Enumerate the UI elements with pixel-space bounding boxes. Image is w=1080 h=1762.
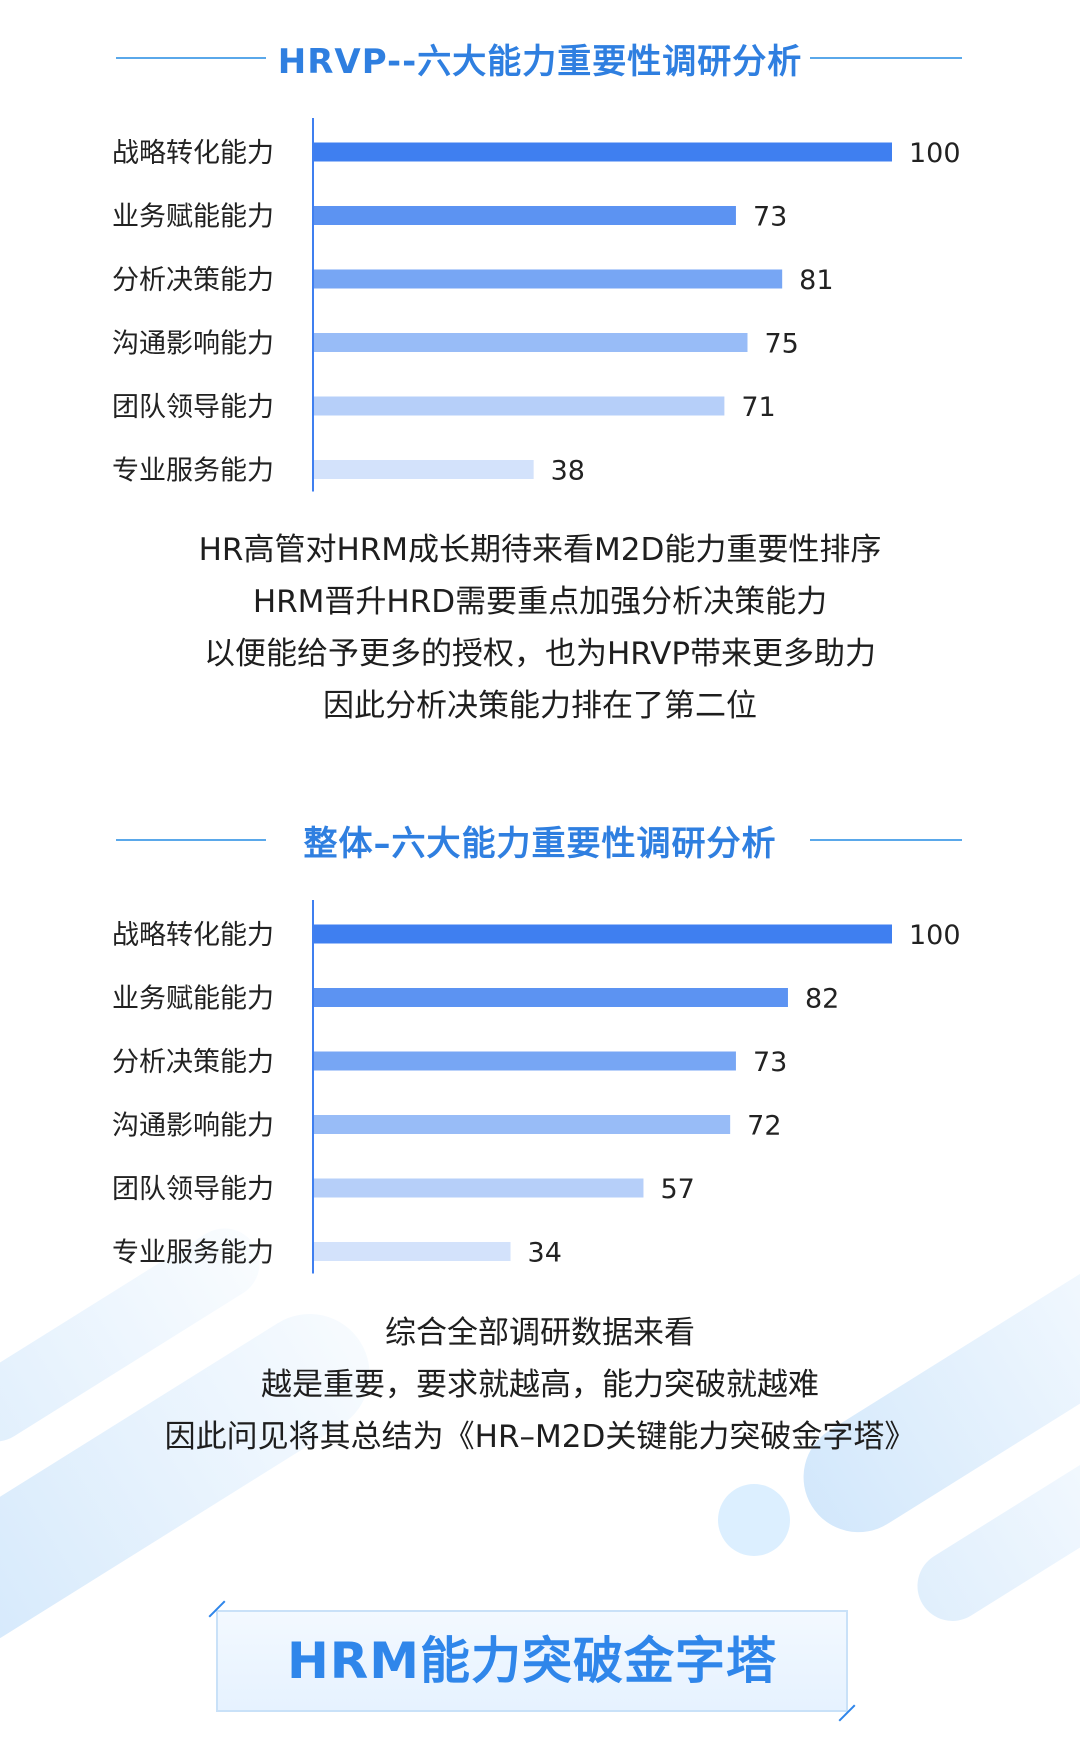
- section-overall: 整体–六大能力重要性调研分析 战略转化能力 100 业务赋能能力 82 分析决策能力 73…: [0, 810, 1080, 1510]
- section-caption: 综合全部调研数据来看 越是重要，要求就越高，能力突破就越难 因此问见将其总结为《…: [0, 1307, 1080, 1463]
- bar: [314, 1178, 644, 1198]
- caption-line: 以便能给予更多的授权，也为HRVP带来更多助力: [203, 636, 877, 672]
- category-label: 沟通影响能力: [112, 329, 274, 360]
- section-caption: HR高管对HRM成长期待来看M2D能力重要性排序 HRM晋升HRD需要重点加强分…: [0, 524, 1080, 732]
- data-label: 57: [660, 1174, 694, 1205]
- caption-line: 越是重要，要求就越高，能力突破就越难: [261, 1367, 819, 1403]
- category-label: 业务赋能能力: [112, 202, 274, 233]
- bar-chart-hrvp: 战略转化能力 100 业务赋能能力 73 分析决策能力 81 沟通影响能力 75 团队领导能力 7…: [112, 118, 961, 492]
- data-label: 38: [551, 456, 585, 487]
- category-label: 团队领导能力: [112, 1174, 274, 1205]
- category-label: 分析决策能力: [112, 265, 274, 296]
- header-divider-right: [810, 839, 962, 841]
- data-label: 34: [528, 1238, 562, 1269]
- pyramid-banner: HRM能力突破金字塔: [208, 1600, 856, 1722]
- data-label: 71: [741, 392, 775, 423]
- bar: [314, 1115, 731, 1134]
- category-label: 分析决策能力: [112, 1047, 274, 1078]
- caption-line: 因此问见将其总结为《HR–M2D关键能力突破金字塔》: [164, 1419, 916, 1455]
- bar-chart-overall: 战略转化能力 100 业务赋能能力 82 分析决策能力 73 沟通影响能力 72 团队领导能力 5…: [112, 900, 961, 1274]
- caption-line: 综合全部调研数据来看: [385, 1315, 695, 1351]
- bar: [314, 460, 534, 479]
- data-label: 75: [765, 329, 799, 360]
- section-header: 整体–六大能力重要性调研分析: [0, 810, 1080, 870]
- section-title: 整体–六大能力重要性调研分析: [303, 824, 777, 864]
- category-label: 业务赋能能力: [112, 984, 274, 1015]
- section-header: HRVP--六大能力重要性调研分析: [0, 28, 1080, 88]
- header-divider-left: [116, 57, 266, 59]
- section-hrvp: HRVP--六大能力重要性调研分析 战略转化能力 100 业务赋能能力 73 分析决策能…: [0, 28, 1080, 728]
- bar: [314, 333, 748, 352]
- bar: [314, 924, 892, 944]
- bar: [314, 396, 725, 416]
- bar: [314, 1242, 511, 1261]
- data-label: 72: [747, 1111, 781, 1142]
- caption-line: 因此分析决策能力排在了第二位: [323, 688, 757, 724]
- header-divider-left: [116, 839, 266, 841]
- category-label: 沟通影响能力: [112, 1111, 274, 1142]
- data-label: 100: [909, 920, 961, 951]
- category-label: 专业服务能力: [112, 1238, 274, 1269]
- category-label: 专业服务能力: [112, 456, 274, 487]
- bar: [314, 1051, 736, 1071]
- caption-line: HRM晋升HRD需要重点加强分析决策能力: [252, 584, 828, 620]
- category-label: 战略转化能力: [112, 920, 274, 951]
- caption-line: HR高管对HRM成长期待来看M2D能力重要性排序: [198, 532, 882, 568]
- data-label: 100: [909, 138, 961, 169]
- bar: [314, 142, 892, 162]
- bar: [314, 269, 783, 289]
- data-label: 73: [753, 202, 787, 233]
- data-label: 82: [805, 984, 839, 1015]
- banner-title: HRM能力突破金字塔: [286, 1632, 778, 1690]
- bar: [314, 988, 788, 1007]
- section-title: HRVP--六大能力重要性调研分析: [277, 42, 803, 82]
- data-label: 73: [753, 1047, 787, 1078]
- category-label: 团队领导能力: [112, 392, 274, 423]
- header-divider-right: [810, 57, 962, 59]
- bar: [314, 206, 736, 225]
- data-label: 81: [799, 265, 833, 296]
- category-label: 战略转化能力: [112, 138, 274, 169]
